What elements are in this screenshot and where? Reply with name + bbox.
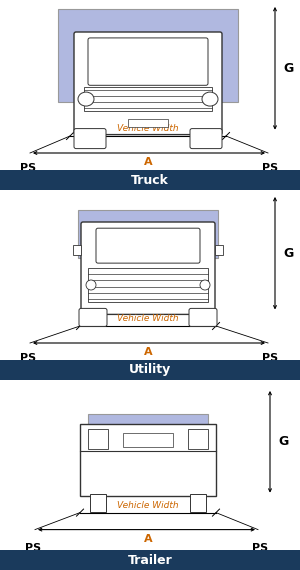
Text: Vehicle Width: Vehicle Width — [117, 314, 179, 323]
Bar — [88, 429, 108, 449]
Bar — [215, 245, 223, 255]
Text: PS: PS — [262, 163, 278, 173]
Text: A: A — [144, 347, 152, 357]
Bar — [58, 9, 238, 102]
Text: Truck: Truck — [131, 173, 169, 186]
Bar — [90, 494, 106, 512]
Ellipse shape — [200, 280, 210, 290]
Bar — [0, 170, 300, 190]
Bar — [88, 414, 208, 448]
Text: PS: PS — [20, 163, 36, 173]
Ellipse shape — [78, 92, 94, 106]
Text: PS: PS — [252, 543, 268, 553]
Ellipse shape — [202, 92, 218, 106]
FancyBboxPatch shape — [74, 129, 106, 149]
Bar — [88, 268, 208, 302]
Text: G: G — [283, 247, 293, 260]
FancyBboxPatch shape — [79, 308, 107, 327]
Bar — [84, 87, 212, 111]
FancyBboxPatch shape — [190, 129, 222, 149]
FancyBboxPatch shape — [88, 38, 208, 86]
Bar — [123, 433, 173, 447]
Text: Trailer: Trailer — [128, 553, 172, 567]
Text: PS: PS — [20, 353, 36, 363]
FancyBboxPatch shape — [74, 32, 222, 135]
FancyBboxPatch shape — [189, 308, 217, 327]
Text: PS: PS — [25, 543, 41, 553]
Text: G: G — [278, 435, 288, 448]
Bar — [80, 424, 216, 495]
Text: A: A — [144, 157, 152, 167]
Text: Utility: Utility — [129, 364, 171, 377]
Text: A: A — [144, 534, 152, 544]
Bar — [190, 494, 206, 512]
Bar — [0, 550, 300, 570]
Bar — [128, 119, 168, 127]
Text: PS: PS — [262, 353, 278, 363]
FancyBboxPatch shape — [81, 222, 215, 315]
Text: G: G — [283, 62, 293, 75]
Bar — [188, 429, 208, 449]
Text: Vehicle Width: Vehicle Width — [117, 500, 179, 510]
Bar — [73, 245, 81, 255]
Bar — [78, 210, 218, 258]
Text: Vehicle Width: Vehicle Width — [117, 124, 179, 133]
Ellipse shape — [86, 280, 96, 290]
Bar — [0, 360, 300, 380]
FancyBboxPatch shape — [96, 228, 200, 263]
